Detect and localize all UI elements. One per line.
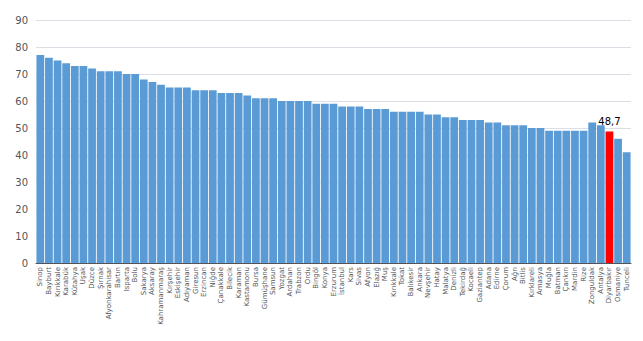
- svg-text:Aksaray: Aksaray: [148, 267, 156, 295]
- svg-text:Çorum: Çorum: [502, 267, 510, 290]
- svg-text:Batman: Batman: [554, 267, 562, 294]
- svg-text:Kastamonu: Kastamonu: [243, 267, 251, 306]
- svg-text:80: 80: [15, 42, 28, 53]
- svg-text:Niğde: Niğde: [209, 267, 217, 287]
- svg-text:Kırıkkale: Kırıkkale: [54, 267, 62, 297]
- svg-text:Yozgat: Yozgat: [278, 267, 286, 291]
- svg-text:90: 90: [15, 15, 28, 26]
- svg-text:İstanbul: İstanbul: [337, 267, 346, 295]
- svg-text:Çankırı: Çankırı: [562, 267, 570, 291]
- svg-text:70: 70: [15, 69, 28, 80]
- svg-text:Erzurum: Erzurum: [330, 267, 338, 297]
- svg-text:10: 10: [15, 231, 28, 242]
- svg-text:Balıkesir: Balıkesir: [407, 267, 415, 297]
- svg-text:Muş: Muş: [381, 267, 389, 281]
- svg-text:Muğla: Muğla: [545, 267, 553, 288]
- svg-text:Karaman: Karaman: [235, 267, 243, 298]
- svg-text:Afyonkarahisar: Afyonkarahisar: [105, 267, 113, 319]
- svg-text:Uşak: Uşak: [79, 266, 87, 284]
- svg-text:Isparta: Isparta: [123, 267, 131, 291]
- svg-text:48,7: 48,7: [598, 116, 620, 127]
- svg-text:Tunceli: Tunceli: [623, 267, 631, 292]
- svg-text:Elazığ: Elazığ: [373, 267, 381, 288]
- svg-text:20: 20: [15, 204, 28, 215]
- svg-text:Kırıkkale: Kırıkkale: [390, 267, 398, 297]
- svg-text:Nevşehir: Nevşehir: [424, 267, 432, 298]
- svg-text:Trabzon: Trabzon: [295, 267, 303, 295]
- svg-text:Edirne: Edirne: [493, 267, 501, 289]
- svg-text:50: 50: [15, 123, 28, 134]
- svg-text:Kırklareli: Kırklareli: [528, 267, 536, 298]
- svg-text:Bolu: Bolu: [131, 267, 139, 282]
- svg-text:Eskişehir: Eskişehir: [174, 267, 182, 298]
- svg-text:Karabük: Karabük: [62, 266, 70, 296]
- svg-text:Ordu: Ordu: [304, 267, 312, 284]
- svg-text:Malatya: Malatya: [442, 267, 450, 295]
- svg-text:Konya: Konya: [321, 267, 329, 288]
- svg-text:Kırşehir: Kırşehir: [166, 267, 174, 294]
- svg-text:Adana: Adana: [485, 267, 493, 289]
- svg-text:0: 0: [22, 258, 28, 269]
- svg-text:Tokat: Tokat: [398, 267, 406, 287]
- svg-text:Sakarya: Sakarya: [140, 267, 148, 295]
- svg-text:Antalya: Antalya: [597, 267, 605, 294]
- svg-text:Denizli: Denizli: [450, 267, 458, 291]
- svg-text:Diyarbakır: Diyarbakır: [605, 267, 613, 303]
- svg-text:Tekirdağ: Tekirdağ: [459, 267, 467, 297]
- svg-text:Bingöl: Bingöl: [312, 267, 320, 289]
- svg-text:Şırnak: Şırnak: [97, 266, 105, 289]
- svg-text:Amasya: Amasya: [536, 267, 544, 295]
- svg-text:Erzincan: Erzincan: [200, 267, 208, 297]
- svg-text:Adıyaman: Adıyaman: [183, 267, 191, 302]
- svg-text:30: 30: [15, 177, 28, 188]
- svg-text:Bilecik: Bilecik: [226, 266, 234, 290]
- svg-text:Kahramanmaraş: Kahramanmaraş: [157, 267, 165, 325]
- svg-text:Osmaniye: Osmaniye: [614, 267, 622, 302]
- svg-text:Düzce: Düzce: [88, 267, 96, 289]
- svg-text:Kütahya: Kütahya: [71, 267, 79, 296]
- svg-text:40: 40: [15, 150, 28, 161]
- svg-text:Ağrı: Ağrı: [511, 267, 519, 281]
- svg-text:Zonguldak: Zonguldak: [588, 266, 596, 304]
- svg-text:Gaziantep: Gaziantep: [476, 266, 484, 302]
- svg-text:Rize: Rize: [580, 267, 588, 282]
- svg-text:Gümüşhane: Gümüşhane: [261, 267, 269, 309]
- svg-text:Kocaeli: Kocaeli: [467, 267, 475, 292]
- svg-text:Bartın: Bartın: [114, 267, 122, 288]
- svg-text:Ankara: Ankara: [416, 267, 424, 292]
- svg-text:Hatay: Hatay: [433, 267, 441, 288]
- svg-text:Çanakkale: Çanakkale: [217, 267, 225, 303]
- svg-text:Bitlis: Bitlis: [519, 267, 527, 284]
- svg-text:Sivas: Sivas: [355, 267, 363, 286]
- svg-text:Samsun: Samsun: [269, 267, 277, 295]
- svg-text:Kars: Kars: [347, 267, 355, 283]
- svg-text:Sinop: Sinop: [36, 266, 44, 286]
- svg-text:Ardahan: Ardahan: [286, 267, 294, 296]
- svg-text:Giresun: Giresun: [192, 267, 200, 294]
- svg-text:60: 60: [15, 96, 28, 107]
- svg-text:Afyon: Afyon: [364, 267, 372, 287]
- svg-text:Bayburt: Bayburt: [45, 267, 53, 295]
- svg-text:Mardin: Mardin: [571, 267, 579, 291]
- svg-text:Bursa: Bursa: [252, 267, 260, 287]
